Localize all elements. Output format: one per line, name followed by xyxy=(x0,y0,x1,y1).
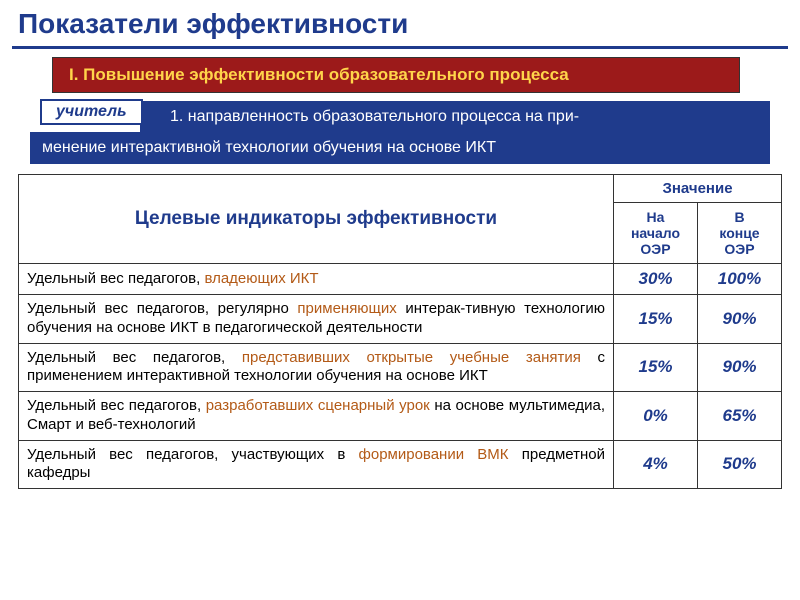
table-row: Удельный вес педагогов, представивших от… xyxy=(19,343,782,392)
table-row: Удельный вес педагогов, владеющих ИКТ30%… xyxy=(19,264,782,295)
value-start: 0% xyxy=(614,392,698,441)
value-end: 50% xyxy=(698,440,782,489)
table-row: Удельный вес педагогов, участвующих в фо… xyxy=(19,440,782,489)
sub-banner-line2: менение интерактивной технологии обучени… xyxy=(30,132,770,164)
teacher-tab: учитель xyxy=(40,99,143,125)
section-banner: I. Повышение эффективности образовательн… xyxy=(52,57,740,93)
value-end: 90% xyxy=(698,295,782,344)
value-start: 4% xyxy=(614,440,698,489)
sub-banner-area: учитель 1. направленность образовательно… xyxy=(30,101,770,164)
indicator-cell: Удельный вес педагогов, разработавших сц… xyxy=(19,392,614,441)
value-start: 30% xyxy=(614,264,698,295)
col-header-start: На начало ОЭР xyxy=(614,203,698,264)
title-underline xyxy=(12,46,788,49)
value-start: 15% xyxy=(614,295,698,344)
sub-banner-line1: 1. направленность образовательного проце… xyxy=(140,101,770,133)
col-header-value: Значение xyxy=(614,175,782,203)
value-end: 65% xyxy=(698,392,782,441)
page-title: Показатели эффективности xyxy=(0,0,800,44)
indicator-cell: Удельный вес педагогов, представивших от… xyxy=(19,343,614,392)
indicators-table: Целевые индикаторы эффективности Значени… xyxy=(18,174,782,489)
indicator-cell: Удельный вес педагогов, участвующих в фо… xyxy=(19,440,614,489)
table-row: Удельный вес педагогов, регулярно примен… xyxy=(19,295,782,344)
table-row: Удельный вес педагогов, разработавших сц… xyxy=(19,392,782,441)
indicator-cell: Удельный вес педагогов, регулярно примен… xyxy=(19,295,614,344)
col-header-end: В конце ОЭР xyxy=(698,203,782,264)
table-body: Удельный вес педагогов, владеющих ИКТ30%… xyxy=(19,264,782,489)
value-end: 90% xyxy=(698,343,782,392)
value-start: 15% xyxy=(614,343,698,392)
indicator-cell: Удельный вес педагогов, владеющих ИКТ xyxy=(19,264,614,295)
col-header-indicators: Целевые индикаторы эффективности xyxy=(19,175,614,264)
value-end: 100% xyxy=(698,264,782,295)
